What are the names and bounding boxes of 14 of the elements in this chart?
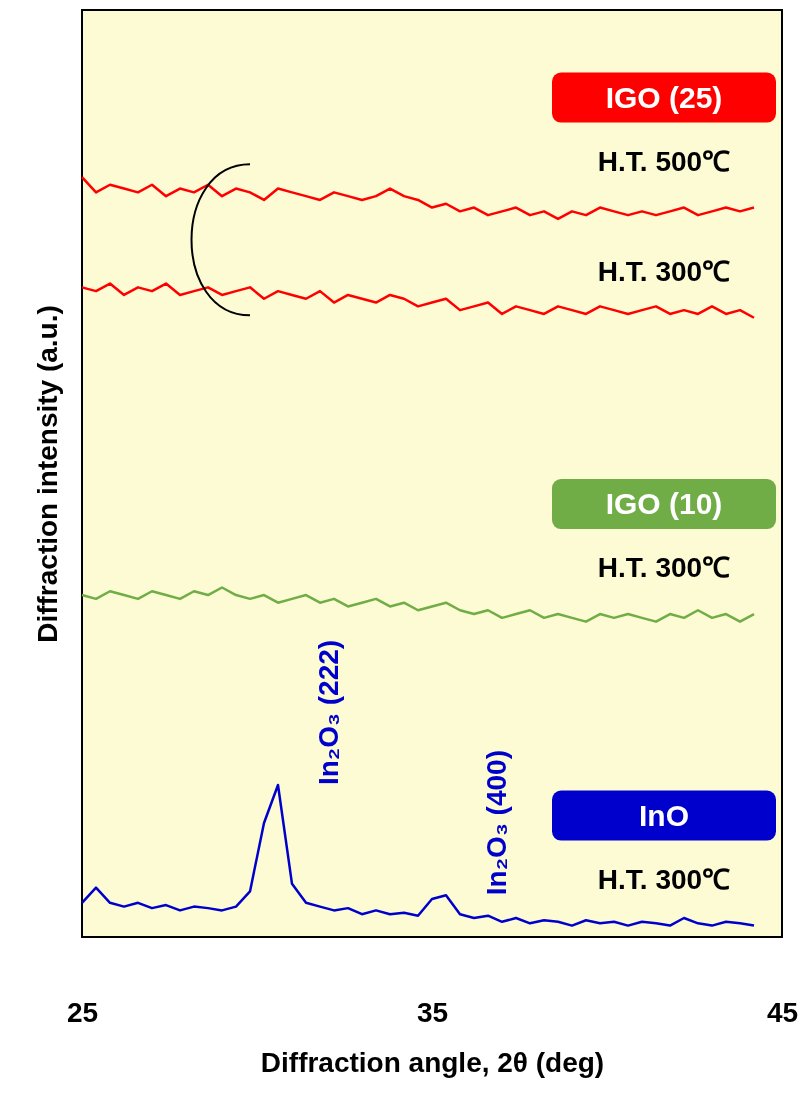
annotation: In₂O₃ (222) [313,639,344,786]
annotation: IGO (10) [605,487,723,521]
annotation: InO [639,798,689,832]
x-tick-label: 35 [416,996,449,1028]
series-label: H.T. 300℃ [597,255,731,287]
annotation: In₂O₃ (400) [481,750,512,896]
x-axis-title: Diffraction angle, 2θ (deg) [260,1046,605,1078]
x-tick-label: 25 [66,996,99,1028]
text: IGO (25) [605,80,723,114]
x-tick-label: 45 [766,996,799,1028]
y-axis-title: Diffraction intensity (a.u.) [31,305,63,643]
series-label: H.T. 300℃ [597,552,731,584]
series-label: H.T. 500℃ [597,145,731,177]
series-label: H.T. 300℃ [597,863,731,895]
